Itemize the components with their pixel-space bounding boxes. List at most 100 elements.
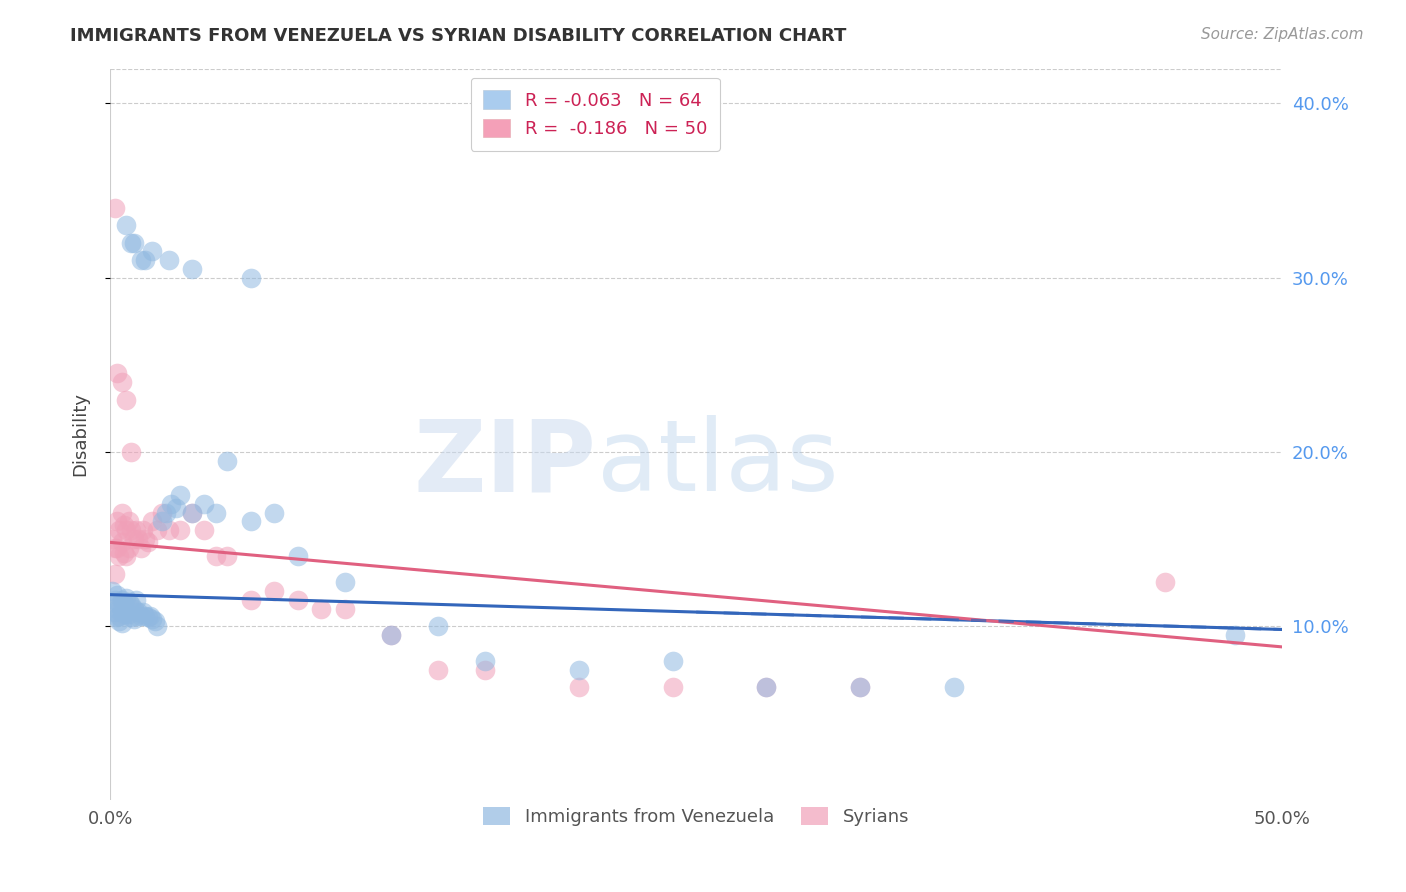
Point — [115, 591, 138, 606]
Point — [111, 615, 134, 630]
Point — [132, 523, 155, 537]
Point — [125, 523, 148, 537]
Point — [943, 680, 966, 694]
Point — [111, 375, 134, 389]
Point — [287, 549, 309, 564]
Point — [118, 594, 141, 608]
Point — [849, 680, 872, 694]
Point — [111, 535, 134, 549]
Point — [1225, 628, 1247, 642]
Point — [474, 663, 496, 677]
Point — [141, 244, 163, 259]
Point — [120, 598, 142, 612]
Point — [139, 608, 162, 623]
Point — [120, 523, 142, 537]
Point — [115, 549, 138, 564]
Point — [160, 497, 183, 511]
Point — [755, 680, 778, 694]
Point — [125, 608, 148, 623]
Point — [111, 506, 134, 520]
Point — [143, 614, 166, 628]
Point — [309, 601, 332, 615]
Point — [755, 680, 778, 694]
Point — [146, 619, 169, 633]
Point — [181, 506, 204, 520]
Point — [150, 506, 173, 520]
Point — [287, 593, 309, 607]
Point — [122, 601, 145, 615]
Point — [120, 235, 142, 250]
Point — [661, 680, 683, 694]
Point — [108, 608, 131, 623]
Point — [112, 546, 135, 560]
Point — [239, 515, 262, 529]
Point — [849, 680, 872, 694]
Point — [118, 515, 141, 529]
Point — [239, 593, 262, 607]
Point — [136, 610, 159, 624]
Point — [104, 566, 127, 581]
Point — [263, 506, 285, 520]
Text: Source: ZipAtlas.com: Source: ZipAtlas.com — [1201, 27, 1364, 42]
Point — [127, 605, 149, 619]
Point — [105, 588, 128, 602]
Point — [568, 663, 591, 677]
Point — [115, 392, 138, 407]
Point — [101, 584, 124, 599]
Point — [105, 541, 128, 555]
Point — [105, 610, 128, 624]
Point — [181, 506, 204, 520]
Point — [181, 261, 204, 276]
Point — [104, 541, 127, 555]
Point — [193, 523, 215, 537]
Point — [104, 201, 127, 215]
Point — [661, 654, 683, 668]
Point — [105, 515, 128, 529]
Point — [112, 607, 135, 621]
Point — [136, 535, 159, 549]
Point — [474, 654, 496, 668]
Point — [157, 253, 180, 268]
Point — [104, 605, 127, 619]
Point — [108, 549, 131, 564]
Text: IMMIGRANTS FROM VENEZUELA VS SYRIAN DISABILITY CORRELATION CHART: IMMIGRANTS FROM VENEZUELA VS SYRIAN DISA… — [70, 27, 846, 45]
Point — [204, 549, 226, 564]
Point — [125, 593, 148, 607]
Point — [380, 628, 402, 642]
Point — [146, 523, 169, 537]
Point — [120, 610, 142, 624]
Point — [118, 607, 141, 621]
Point — [101, 532, 124, 546]
Point — [132, 605, 155, 619]
Point — [157, 523, 180, 537]
Y-axis label: Disability: Disability — [72, 392, 89, 476]
Point — [129, 253, 152, 268]
Point — [169, 523, 191, 537]
Point — [118, 541, 141, 555]
Point — [122, 612, 145, 626]
Point — [217, 453, 239, 467]
Point — [108, 598, 131, 612]
Point — [127, 532, 149, 546]
Text: atlas: atlas — [596, 415, 838, 512]
Point — [115, 523, 138, 537]
Point — [105, 601, 128, 615]
Legend: Immigrants from Venezuela, Syrians: Immigrants from Venezuela, Syrians — [474, 797, 918, 835]
Point — [129, 608, 152, 623]
Point — [104, 593, 127, 607]
Point — [105, 367, 128, 381]
Point — [263, 584, 285, 599]
Point — [239, 270, 262, 285]
Point — [141, 515, 163, 529]
Point — [568, 680, 591, 694]
Point — [111, 593, 134, 607]
Point — [108, 614, 131, 628]
Point — [134, 608, 156, 623]
Point — [108, 523, 131, 537]
Point — [333, 601, 356, 615]
Point — [122, 532, 145, 546]
Point — [204, 506, 226, 520]
Point — [155, 506, 177, 520]
Point — [1154, 575, 1177, 590]
Point — [129, 541, 152, 555]
